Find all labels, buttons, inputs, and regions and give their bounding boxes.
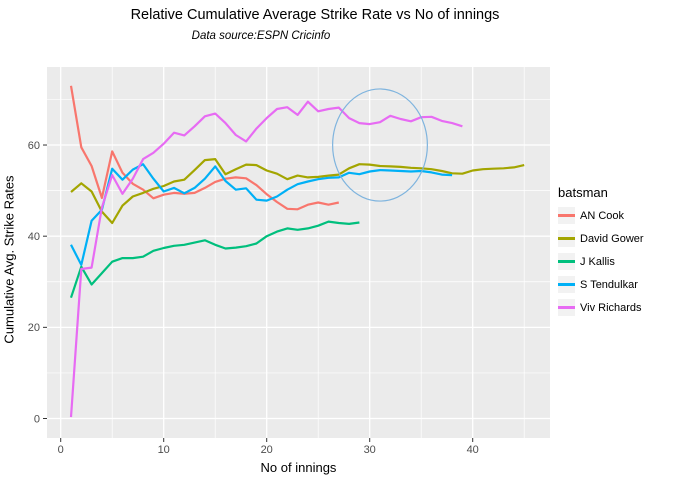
legend-key-swatch [558,207,575,224]
legend-key-line [558,306,575,309]
legend-items: AN Cook David Gower J Kallis S Tendulkar Viv… [558,207,676,316]
series-line-viv-richards [69,100,463,418]
legend-key-line [558,237,575,240]
legend-item-s-tendulkar: S Tendulkar [558,276,676,293]
x-tick-label: 0 [58,444,64,456]
annotation-circle [332,88,428,202]
legend-item-label: Viv Richards [580,301,642,314]
legend-key-swatch [558,276,575,293]
legend-key-line [558,260,575,263]
legend-key-line [558,283,575,286]
series-line-an-cook [69,85,340,211]
y-tick-label: 40 [28,231,40,243]
legend-key-line [558,214,575,217]
legend-item-david-gower: David Gower [558,230,676,247]
series-line-david-gower [70,158,525,225]
x-axis-title: No of innings [260,460,337,475]
y-tick-label: 0 [34,413,40,425]
legend-item-viv-richards: Viv Richards [558,299,676,316]
legend-key-swatch [558,299,575,316]
chart-subtitle: Data source:ESPN Cricinfo [191,30,331,42]
legend-item-j-kallis: J Kallis [558,253,676,270]
legend-title: batsman [558,185,608,200]
x-tick-label: 10 [158,444,170,456]
y-axis-title: Cumulative Avg. Strike Rates [1,175,17,344]
chart-title: Relative Cumulative Average Strike Rate … [130,7,500,23]
legend-key-swatch [558,253,575,270]
series-line-j-kallis [69,220,360,299]
y-tick-label: 20 [28,322,40,334]
legend-key-swatch [558,230,575,247]
legend-item-label: J Kallis [580,255,615,268]
x-tick-label: 40 [467,444,479,456]
legend-item-label: David Gower [580,232,644,245]
legend-item-label: S Tendulkar [580,278,638,291]
y-tick-label: 60 [28,140,40,152]
legend-item-label: AN Cook [580,209,625,222]
x-tick-label: 30 [364,444,376,456]
legend: batsman AN Cook David Gower J Kallis S Tend… [558,185,676,322]
series-line-s-tendulkar [70,163,453,266]
legend-item-an-cook: AN Cook [558,207,676,224]
x-tick-label: 20 [261,444,273,456]
panel-background [47,67,550,438]
